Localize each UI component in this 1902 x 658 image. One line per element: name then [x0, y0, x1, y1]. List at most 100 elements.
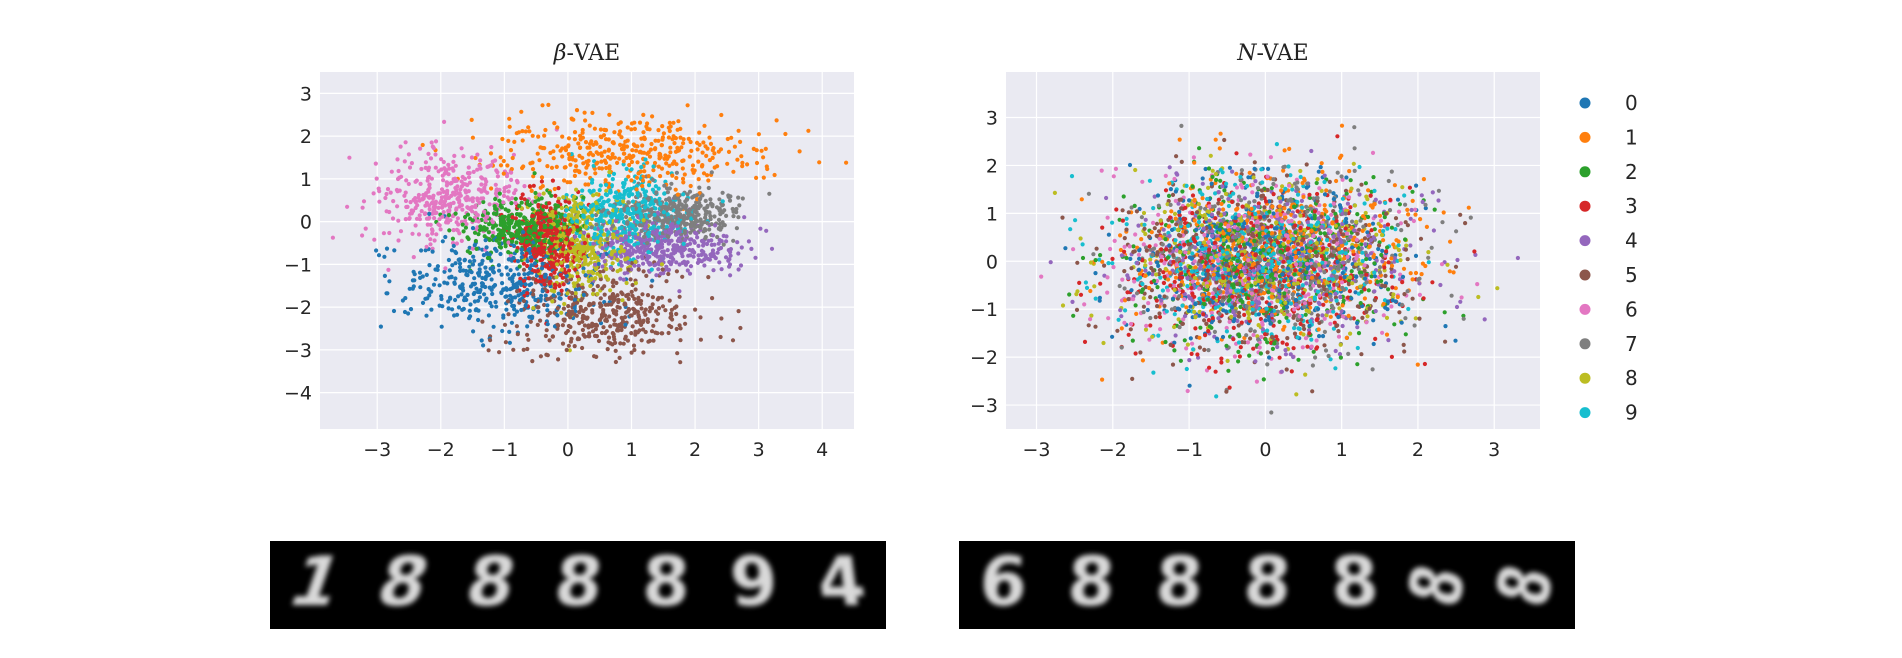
scatter-point-class-7 — [712, 214, 717, 219]
scatter-point-class-0 — [1128, 256, 1133, 261]
scatter-point-class-6 — [495, 170, 500, 175]
scatter-point-class-8 — [595, 255, 600, 260]
scatter-point-class-1 — [640, 143, 645, 148]
scatter-point-class-9 — [605, 199, 610, 204]
scatter-point-class-8 — [617, 249, 623, 254]
scatter-point-class-1 — [656, 138, 661, 143]
scatter-point-class-1 — [632, 126, 638, 131]
scatter-point-class-0 — [476, 289, 481, 295]
scatter-point-class-7 — [692, 209, 697, 214]
scatter-point-class-4 — [636, 263, 641, 268]
scatter-point-class-3 — [543, 232, 549, 237]
scatter-point-class-7 — [720, 210, 725, 215]
scatter-point-class-2 — [509, 201, 514, 206]
scatter-point-class-6 — [447, 166, 452, 171]
scatter-point-class-2 — [509, 239, 515, 244]
scatter-point-class-5 — [660, 267, 665, 272]
scatter-point-class-1 — [581, 161, 586, 166]
scatter-point-class-0 — [572, 297, 578, 302]
scatter-point-class-7 — [1386, 178, 1391, 184]
scatter-point-class-4 — [639, 254, 645, 259]
scatter-point-class-4 — [713, 223, 718, 228]
scatter-point-class-8 — [1396, 247, 1401, 253]
scatter-point-class-5 — [698, 315, 703, 320]
scatter-point-class-1 — [642, 169, 647, 174]
scatter-point-class-4 — [668, 262, 674, 267]
scatter-point-class-7 — [1255, 186, 1261, 191]
scatter-point-class-6 — [428, 242, 433, 247]
scatter-point-class-9 — [662, 191, 667, 196]
scatter-point-class-1 — [535, 151, 540, 156]
scatter-point-class-7 — [667, 186, 672, 191]
scatter-point-class-0 — [551, 293, 556, 298]
x-tick-label: 1 — [625, 439, 637, 461]
scatter-point-class-1 — [540, 184, 545, 189]
scatter-point-class-6 — [442, 119, 447, 124]
scatter-point-class-6 — [404, 204, 409, 210]
scatter-point-class-2 — [1355, 362, 1360, 367]
scatter-point-class-4 — [641, 251, 646, 256]
scatter-point-class-6 — [438, 227, 443, 232]
scatter-point-class-6 — [489, 145, 494, 150]
scatter-point-class-1 — [703, 144, 708, 149]
scatter-point-class-0 — [547, 275, 552, 281]
scatter-point-class-1 — [514, 131, 519, 136]
x-tick-label: 4 — [816, 439, 828, 461]
scatter-point-class-1 — [617, 156, 622, 161]
scatter-point-class-1 — [672, 141, 677, 146]
scatter-point-class-4 — [626, 260, 631, 265]
scatter-point-class-1 — [552, 186, 557, 192]
scatter-point-class-5 — [630, 293, 635, 298]
scatter-point-class-5 — [521, 298, 527, 304]
scatter-point-class-4 — [749, 246, 754, 251]
scatter-point-class-4 — [1253, 179, 1258, 184]
scatter-point-class-4 — [655, 236, 660, 241]
scatter-point-class-0 — [462, 295, 467, 300]
scatter-point-class-8 — [571, 225, 576, 230]
scatter-point-class-4 — [705, 256, 711, 261]
scatter-point-class-6 — [413, 223, 418, 228]
scatter-point-class-6 — [470, 199, 475, 204]
scatter-point-class-1 — [586, 158, 591, 163]
scatter-point-class-8 — [572, 206, 577, 211]
scatter-point-class-7 — [1356, 188, 1361, 193]
scatter-point-class-9 — [603, 182, 609, 187]
scatter-point-class-0 — [429, 307, 434, 312]
scatter-point-class-6 — [407, 165, 413, 170]
scatter-point-class-6 — [394, 187, 399, 193]
scatter-point-class-1 — [667, 120, 672, 125]
scatter-point-class-8 — [604, 188, 609, 193]
scatter-point-class-1 — [576, 141, 581, 146]
scatter-point-class-1 — [509, 167, 514, 172]
scatter-point-class-0 — [581, 266, 586, 271]
scatter-point-class-6 — [455, 184, 460, 189]
scatter-point-class-9 — [619, 225, 624, 230]
scatter-point-class-8 — [1365, 314, 1370, 319]
scatter-point-class-6 — [398, 229, 404, 234]
scatter-point-class-9 — [626, 187, 631, 192]
y-tick-label: 0 — [300, 212, 312, 234]
scatter-point-class-5 — [633, 287, 638, 292]
x-tick-label: 3 — [753, 439, 765, 461]
scatter-point-class-0 — [536, 309, 541, 314]
scatter-point-class-4 — [672, 243, 677, 248]
scatter-point-class-5 — [666, 330, 671, 336]
scatter-point-class-8 — [575, 263, 580, 268]
scatter-point-class-2 — [517, 203, 522, 209]
scatter-point-class-5 — [562, 318, 567, 323]
scatter-point-class-0 — [449, 275, 454, 280]
scatter-point-class-5 — [639, 338, 644, 343]
scatter-point-class-5 — [626, 296, 631, 302]
scatter-point-class-6 — [1398, 272, 1403, 277]
scatter-point-class-7 — [708, 217, 713, 222]
scatter-point-class-0 — [476, 317, 481, 323]
scatter-point-class-2 — [555, 223, 561, 228]
scatter-point-class-2 — [502, 239, 508, 244]
scatter-point-class-1 — [621, 159, 626, 164]
scatter-point-class-4 — [699, 238, 705, 244]
scatter-point-class-1 — [529, 188, 534, 193]
scatter-point-class-6 — [446, 162, 451, 167]
scatter-point-class-0 — [471, 254, 476, 259]
scatter-point-class-0 — [496, 263, 501, 268]
scatter-point-class-7 — [708, 214, 713, 219]
